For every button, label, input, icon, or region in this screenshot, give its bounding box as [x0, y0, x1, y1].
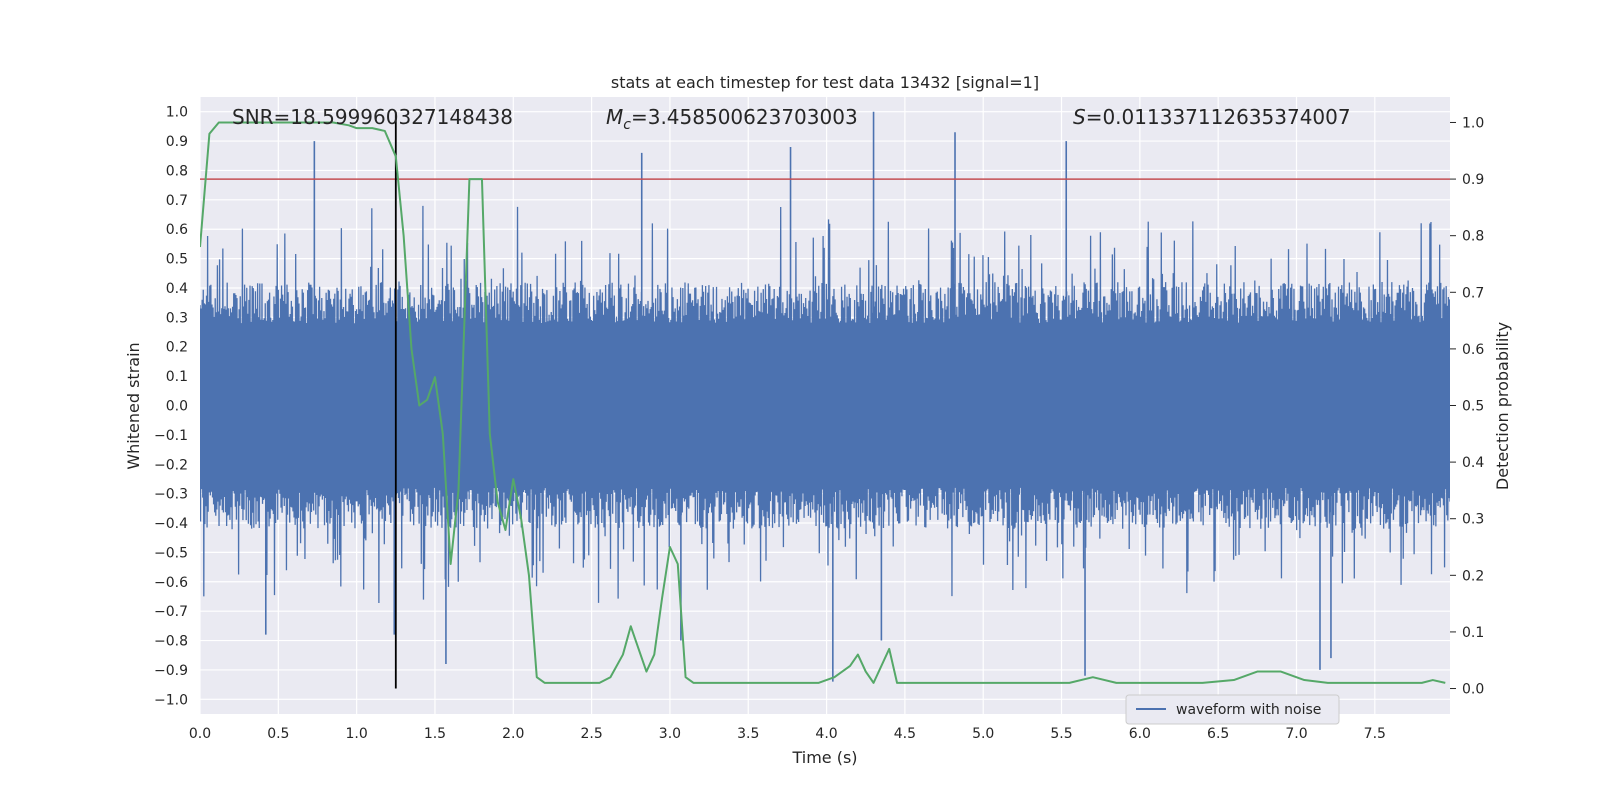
y-right-tick-label: 0.6: [1462, 342, 1484, 358]
x-axis-label: Time (s): [791, 748, 857, 767]
y-left-tick-label: 0.1: [166, 369, 188, 385]
y-left-tick-label: 0.2: [166, 340, 188, 356]
x-tick-label: 2.5: [580, 726, 602, 742]
probability-line: [200, 121, 1446, 684]
x-tick-label: 4.5: [894, 726, 916, 742]
x-tick-label: 5.0: [972, 726, 994, 742]
legend-label: waveform with noise: [1176, 702, 1321, 718]
y-right-tick-label: 0.9: [1462, 172, 1484, 188]
x-tick-label: 1.5: [424, 726, 446, 742]
y-left-ticks: 1.0 0.9 0.8 0.7 0.6 0.5 0.4 0.3 0.2 0.1 0.0 −0.1 −0.…: [154, 105, 188, 709]
y-left-tick-label: 0.4: [166, 281, 188, 297]
chirp-mass-value: =3.458500623703003: [631, 105, 858, 129]
y-left-tick-label: 1.0: [166, 105, 188, 121]
y-left-tick-label: −0.8: [154, 634, 188, 650]
overlay-lines: [200, 111, 1450, 689]
waveform-line: [200, 205, 1450, 603]
y-right-tick-label: 0.7: [1462, 285, 1484, 301]
y-left-tick-label: 0.8: [166, 163, 188, 179]
snr-annotation: SNR=18.599960327148438: [232, 105, 513, 129]
x-tick-label: 2.0: [502, 726, 524, 742]
y-left-axis-label: Whitened strain: [124, 342, 143, 469]
x-tick-label: 5.5: [1050, 726, 1072, 742]
x-ticks: 0.0 0.5 1.0 1.5 2.0 2.5 3.0 3.5 4.0 4.5 5.0 5.5 6.0 6…: [189, 726, 1386, 742]
x-tick-label: 4.0: [815, 726, 837, 742]
y-right-tick-label: 0.5: [1462, 399, 1484, 415]
y-left-tick-label: −0.4: [154, 516, 188, 532]
x-tick-label: 3.0: [659, 726, 681, 742]
chart-title: stats at each timestep for test data 134…: [611, 73, 1039, 92]
y-left-tick-label: −0.5: [154, 545, 188, 561]
y-right-tick-label: 0.2: [1462, 568, 1484, 584]
x-tick-label: 0.0: [189, 726, 211, 742]
y-left-tick-label: 0.0: [166, 399, 188, 415]
y-left-tick-label: −0.6: [154, 575, 188, 591]
y-right-tick-label: 0.1: [1462, 625, 1484, 641]
legend: waveform with noise: [1125, 694, 1340, 725]
y-left-tick-label: 0.3: [166, 310, 188, 326]
y-left-tick-label: −0.7: [154, 604, 188, 620]
x-tick-label: 7.5: [1364, 726, 1386, 742]
y-right-tick-label: 1.0: [1462, 115, 1484, 131]
x-tick-label: 7.0: [1285, 726, 1307, 742]
y-left-tick-label: 0.6: [166, 222, 188, 238]
y-left-tick-label: −0.2: [154, 457, 188, 473]
x-tick-label: 1.0: [346, 726, 368, 742]
y-left-tick-label: 0.9: [166, 134, 188, 150]
s-symbol: S: [1073, 105, 1086, 129]
chirp-mass-symbol: M: [606, 105, 623, 129]
x-tick-label: 3.5: [737, 726, 759, 742]
y-right-tick-label: 0.0: [1462, 682, 1484, 698]
y-right-ticks: 1.0 0.9 0.8 0.7 0.6 0.5 0.4 0.3 0.2 0.1 0.0: [1450, 115, 1484, 698]
s-annotation: S=0.011337112635374007: [1073, 105, 1351, 129]
s-value: =0.011337112635374007: [1086, 105, 1351, 129]
chirp-mass-subscript: c: [623, 117, 631, 133]
probability-series: [200, 121, 1446, 684]
legend-box: [1125, 694, 1340, 725]
x-tick-label: 0.5: [267, 726, 289, 742]
y-left-tick-label: −1.0: [154, 692, 188, 708]
y-right-axis-label: Detection probability: [1493, 322, 1512, 490]
y-left-tick-label: 0.5: [166, 252, 188, 268]
x-tick-label: 6.5: [1207, 726, 1229, 742]
y-right-tick-label: 0.8: [1462, 229, 1484, 245]
y-left-tick-label: 0.7: [166, 193, 188, 209]
y-left-tick-label: −0.3: [154, 487, 188, 503]
y-left-tick-label: −0.9: [154, 663, 188, 679]
chirp-mass-annotation: Mc=3.458500623703003: [606, 105, 858, 133]
x-tick-label: 6.0: [1129, 726, 1151, 742]
y-right-tick-label: 0.3: [1462, 512, 1484, 528]
y-right-tick-label: 0.4: [1462, 455, 1484, 471]
y-left-tick-label: −0.1: [154, 428, 188, 444]
